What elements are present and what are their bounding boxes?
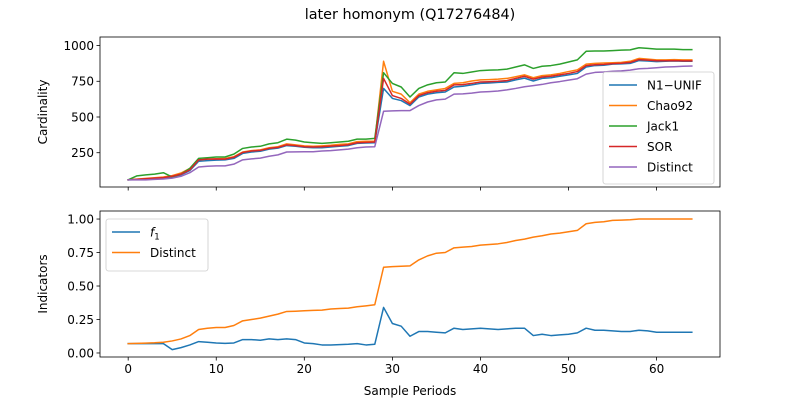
legend-box <box>602 71 715 185</box>
y-tick-label: 500 <box>71 110 94 124</box>
legend-label-1: Distinct <box>150 246 196 260</box>
x-tick-label: 0 <box>124 362 132 376</box>
y-tick-label: 750 <box>71 75 94 89</box>
legend: N1−UNIF Chao92 Jack1 SOR Distinct <box>602 71 715 185</box>
y-tick-label: 0.25 <box>67 313 94 327</box>
x-tick-label: 40 <box>473 362 488 376</box>
series-line-1 <box>127 218 693 345</box>
legend-box <box>105 218 209 272</box>
y-tick-label: 1000 <box>63 39 94 53</box>
legend: f1 Distinct <box>105 218 209 272</box>
legend-label-3: SOR <box>647 140 672 154</box>
x-tick-label: 20 <box>297 362 312 376</box>
series-line-3 <box>127 58 693 181</box>
x-tick-label: 30 <box>385 362 400 376</box>
y-axis-label: Cardinality <box>36 80 50 145</box>
indicators-panel: 0 10 20 30 40 50 60 0.00 0.25 0.50 0.75 1.00 Indicat… <box>36 210 721 398</box>
cardinality-panel: 250 500 750 1000 Cardinality N1−UNIF Chao92 Jac… <box>36 36 721 191</box>
y-axis-label: Indicators <box>36 254 50 313</box>
figure-title: later homonym (Q17276484) <box>305 7 516 23</box>
legend-label-0: N1−UNIF <box>647 79 702 93</box>
y-tick-label: 0.75 <box>67 246 94 260</box>
x-axis-label: Sample Periods <box>364 384 456 398</box>
y-tick-label: 250 <box>71 146 94 160</box>
y-tick-label: 1.00 <box>67 212 94 226</box>
legend-label-2: Jack1 <box>646 120 679 134</box>
axes-frame <box>99 210 721 358</box>
legend-label-1: Chao92 <box>647 99 693 113</box>
x-tick-label: 50 <box>561 362 576 376</box>
y-tick-label: 0.00 <box>67 346 94 360</box>
series-line-0 <box>127 59 693 181</box>
series-line-4 <box>127 65 693 181</box>
axes-frame <box>99 36 721 188</box>
legend-label-4: Distinct <box>647 161 693 175</box>
series-line-2 <box>127 46 693 181</box>
x-tick-label: 60 <box>649 362 664 376</box>
series-line-0 <box>127 306 693 351</box>
x-tick-label: 10 <box>209 362 224 376</box>
y-tick-label: 0.50 <box>67 279 94 293</box>
legend-label-0: f1 <box>150 226 160 243</box>
